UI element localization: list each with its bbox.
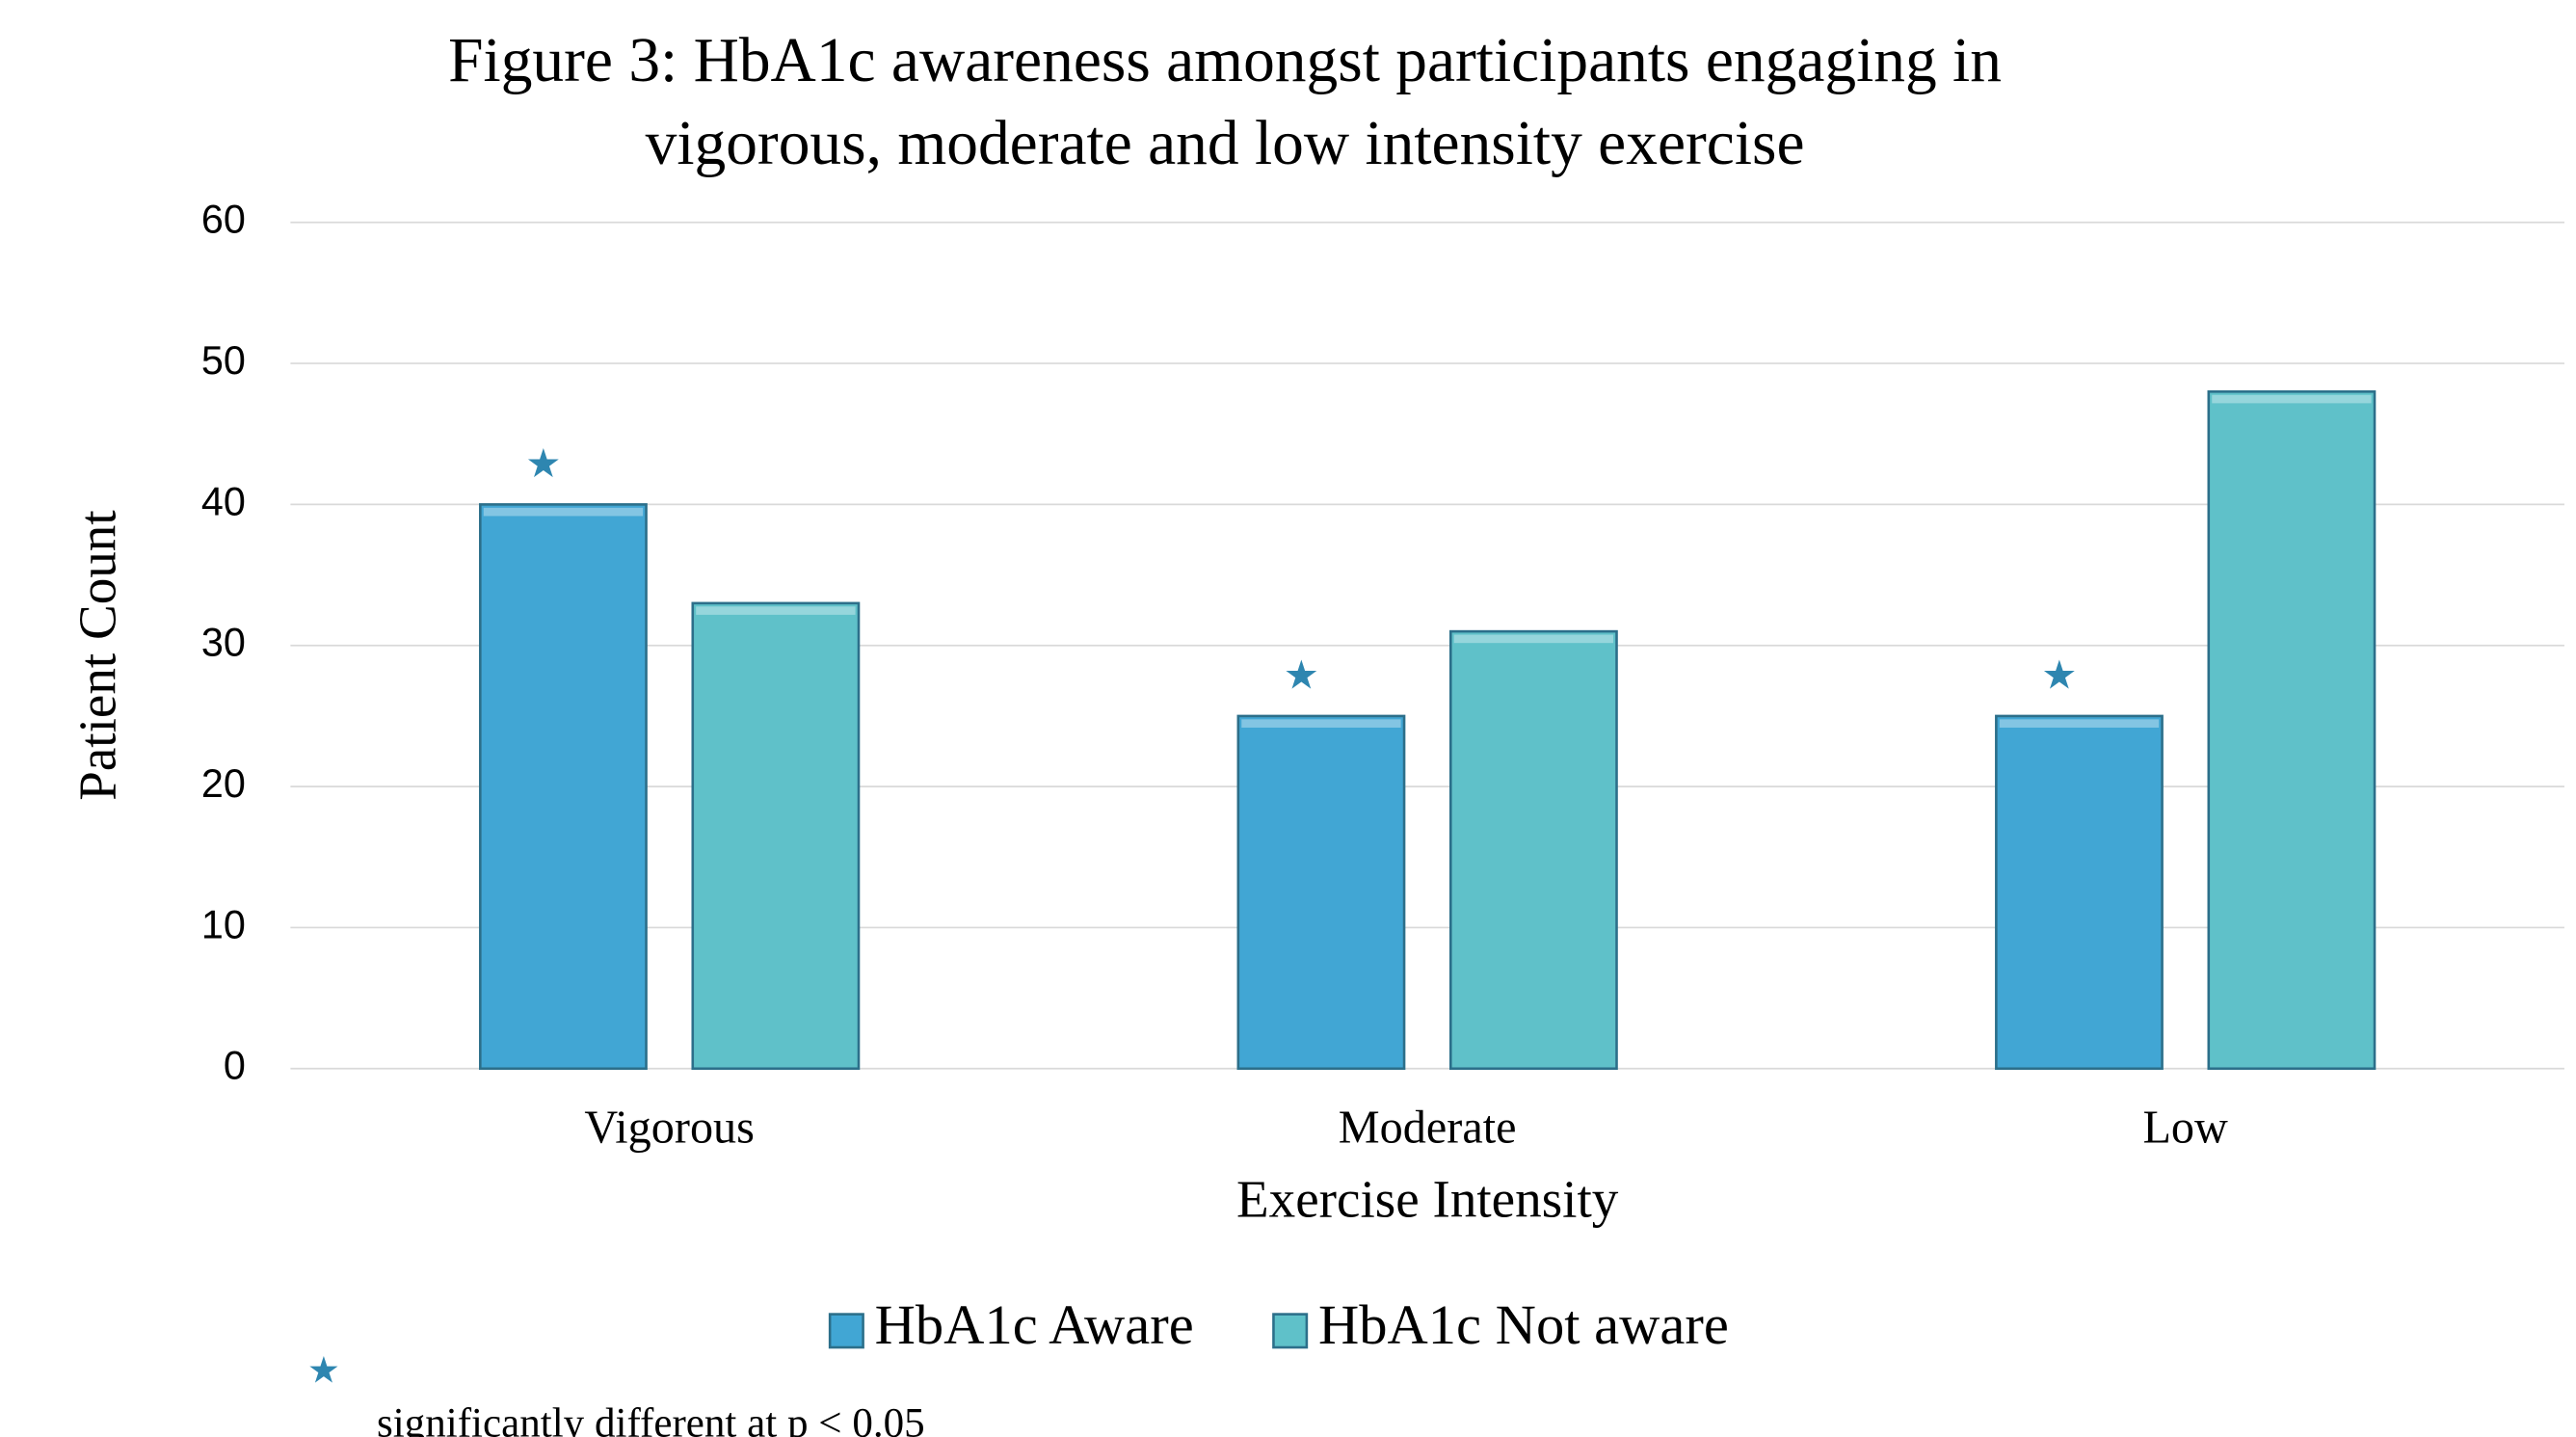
footnote: significantly different at p < 0.05 xyxy=(377,1401,925,1437)
significance-marker: ★ xyxy=(525,441,561,486)
y-tick-label: 40 xyxy=(201,479,246,523)
bar xyxy=(1236,714,1406,1071)
bar xyxy=(1995,714,2164,1071)
x-tick-label: Vigorous xyxy=(584,1102,755,1153)
x-tick-label: Moderate xyxy=(1339,1102,1517,1153)
footnote-symbol: ★ xyxy=(307,1350,340,1391)
x-tick-label: Low xyxy=(2142,1102,2228,1153)
y-tick-label: 20 xyxy=(201,761,246,806)
bar xyxy=(2207,390,2377,1071)
bar xyxy=(691,601,861,1071)
legend-label: HbA1c Aware xyxy=(875,1293,1194,1356)
chart-title: Figure 3: HbA1c awareness amongst partic… xyxy=(448,26,2002,95)
legend-swatch xyxy=(1272,1313,1309,1349)
bar xyxy=(479,503,648,1071)
y-tick-label: 60 xyxy=(201,198,246,242)
significance-marker: ★ xyxy=(1284,653,1319,698)
legend-label: HbA1c Not aware xyxy=(1318,1293,1729,1356)
y-tick-label: 50 xyxy=(201,338,246,383)
bar xyxy=(1448,629,1618,1071)
y-axis-title: Patient Count xyxy=(67,510,126,800)
y-tick-label: 30 xyxy=(201,621,246,665)
y-tick-label: 10 xyxy=(201,902,246,946)
significance-marker: ★ xyxy=(2041,653,2077,698)
legend-swatch xyxy=(828,1313,864,1349)
chart-title: vigorous, moderate and low intensity exe… xyxy=(646,109,1805,178)
x-axis-title: Exercise Intensity xyxy=(1236,1170,1619,1229)
y-tick-label: 0 xyxy=(224,1044,246,1088)
